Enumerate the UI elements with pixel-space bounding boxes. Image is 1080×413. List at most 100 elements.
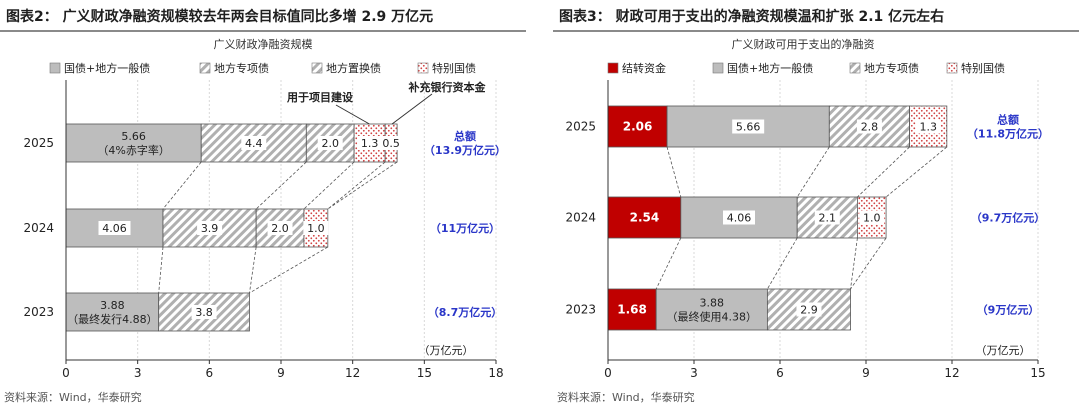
- annotation-label: 用于项目建设: [287, 90, 354, 104]
- connector-line: [857, 146, 910, 198]
- left-figure-panel: 图表2： 广义财政净融资规模较去年两会目标值同比多增 2.9 万亿元 广义财政净…: [0, 0, 526, 413]
- value-label: 2.8: [861, 121, 879, 134]
- value-label-line: 2.8: [861, 121, 879, 134]
- value-label: 2.06: [623, 120, 653, 134]
- value-label-line: 1.3: [919, 121, 937, 134]
- x-tick-label: 12: [345, 366, 360, 380]
- x-tick-label: 3: [134, 366, 142, 380]
- legend-swatch: [311, 62, 323, 74]
- legend-label: 地方专项债: [864, 61, 919, 75]
- value-label-line: 3.88: [100, 299, 125, 312]
- x-tick-label: 9: [862, 366, 870, 380]
- value-label-bg: [732, 119, 765, 134]
- bar-2024: 2.54 4.06 2.1 1.0: [607, 196, 887, 239]
- legend-swatch: [607, 62, 619, 74]
- value-label-bg: [303, 221, 329, 235]
- legend-swatch: [199, 62, 211, 74]
- category-label: 2023: [565, 303, 596, 317]
- value-label-line: 4.06: [102, 222, 127, 235]
- connector-line: [885, 146, 948, 198]
- category-label: 2024: [565, 211, 596, 225]
- x-tick-label: 0: [604, 366, 612, 380]
- bar-segment: [65, 123, 202, 163]
- total-label-line: （13.9万亿元）: [424, 143, 506, 157]
- value-label-line: 3.8: [195, 306, 213, 319]
- value-label-line: 1.0: [307, 222, 325, 235]
- value-label: 2.9: [800, 304, 818, 317]
- value-label-line: 3.88: [700, 297, 725, 310]
- annotation-label: 补充银行资本金: [408, 80, 487, 94]
- x-tick-label: 0: [62, 366, 70, 380]
- value-label: 3.88（最终使用4.38）: [667, 297, 758, 324]
- value-label: 5.66: [736, 121, 761, 134]
- legend-label: 地方专项债: [214, 61, 269, 75]
- value-label-line: 2.06: [623, 120, 653, 134]
- value-label-bg: [267, 221, 293, 235]
- category-label: 2023: [23, 305, 54, 319]
- x-tick-label: 6: [776, 366, 784, 380]
- total-label: （9.7万亿元）: [971, 211, 1046, 225]
- x-tick-label: 9: [277, 366, 285, 380]
- value-label-bg: [378, 136, 404, 150]
- value-label: 3.8: [195, 306, 213, 319]
- total-label: 总额（11.8万亿元）: [967, 113, 1049, 141]
- value-label: 2.0: [271, 222, 289, 235]
- value-label: 1.0: [863, 212, 881, 225]
- right-figure-panel: 图表3： 财政可用于支出的净融资规模温和扩张 2.1 亿元左右 广义财政可用于支…: [553, 0, 1079, 413]
- annotations: 用于项目建设 补充银行资本金: [287, 80, 487, 125]
- value-label-bg: [915, 119, 941, 134]
- legend-swatch: [849, 62, 861, 74]
- value-label-bg: [98, 221, 131, 235]
- value-label-bg: [197, 221, 223, 235]
- bar-2025: 5.66（4%赤字率） 4.4 2.0 1.3 0.5: [65, 123, 404, 163]
- total-label-line: （8.7万亿元）: [428, 305, 503, 319]
- value-label-line: 2.0: [321, 137, 339, 150]
- value-label: 4.06: [102, 222, 127, 235]
- value-label-line: 3.9: [201, 222, 219, 235]
- value-label-bg: [723, 210, 756, 225]
- value-label-bg: [241, 136, 267, 150]
- legend-label: 特别国债: [961, 61, 1005, 75]
- total-label-line: 总额: [997, 113, 1019, 127]
- chart-title: 广义财政可用于支出的净融资: [732, 37, 875, 51]
- legend: 国债+地方一般债 地方专项债 地方置换债 特别国债: [49, 61, 476, 75]
- left-source-note: 资料来源：Wind，华泰研究: [4, 391, 142, 404]
- total-label-line: （9.7万亿元）: [971, 211, 1046, 225]
- connector-line: [249, 246, 257, 294]
- bar-2025: 2.06 5.66 2.8 1.3: [607, 105, 948, 148]
- total-label-line: （9万亿元）: [977, 303, 1040, 317]
- total-label: （8.7万亿元）: [428, 305, 503, 319]
- total-label-line: （11万亿元）: [430, 221, 500, 235]
- total-label: （11万亿元）: [430, 221, 500, 235]
- connector-line: [850, 237, 887, 290]
- value-label-bg: [814, 210, 840, 225]
- x-tick-label: 12: [944, 366, 959, 380]
- value-label: 3.88（最终发行4.88）: [67, 299, 158, 326]
- category-label: 2024: [23, 221, 54, 235]
- value-label: 1.0: [307, 222, 325, 235]
- legend-label: 结转资金: [622, 61, 666, 75]
- unit-label: （万亿元）: [976, 344, 1031, 357]
- value-label-line: 5.66: [121, 130, 146, 143]
- legend-label: 国债+地方一般债: [64, 61, 150, 75]
- annotation-leader: [335, 104, 370, 125]
- value-label-line: 2.9: [800, 304, 818, 317]
- legend-swatch: [712, 62, 724, 74]
- value-label-line: 2.1: [819, 212, 837, 225]
- connector-line: [255, 161, 307, 210]
- bar-segment: [655, 288, 768, 331]
- right-title-rule: [553, 30, 1079, 32]
- total-label-line: （11.8万亿元）: [967, 127, 1049, 141]
- bar-2023: 3.88（最终发行4.88） 3.8: [65, 292, 250, 332]
- legend-swatch: [946, 62, 958, 74]
- value-label: 3.9: [201, 222, 219, 235]
- connector-line: [666, 146, 682, 198]
- value-label-line: 5.66: [736, 121, 761, 134]
- segment-connectors: [158, 161, 398, 294]
- value-label: 1.3: [361, 137, 379, 150]
- category-label: 2025: [565, 120, 596, 134]
- connector-line: [158, 246, 164, 294]
- connector-line: [162, 161, 202, 210]
- connector-line: [303, 161, 355, 210]
